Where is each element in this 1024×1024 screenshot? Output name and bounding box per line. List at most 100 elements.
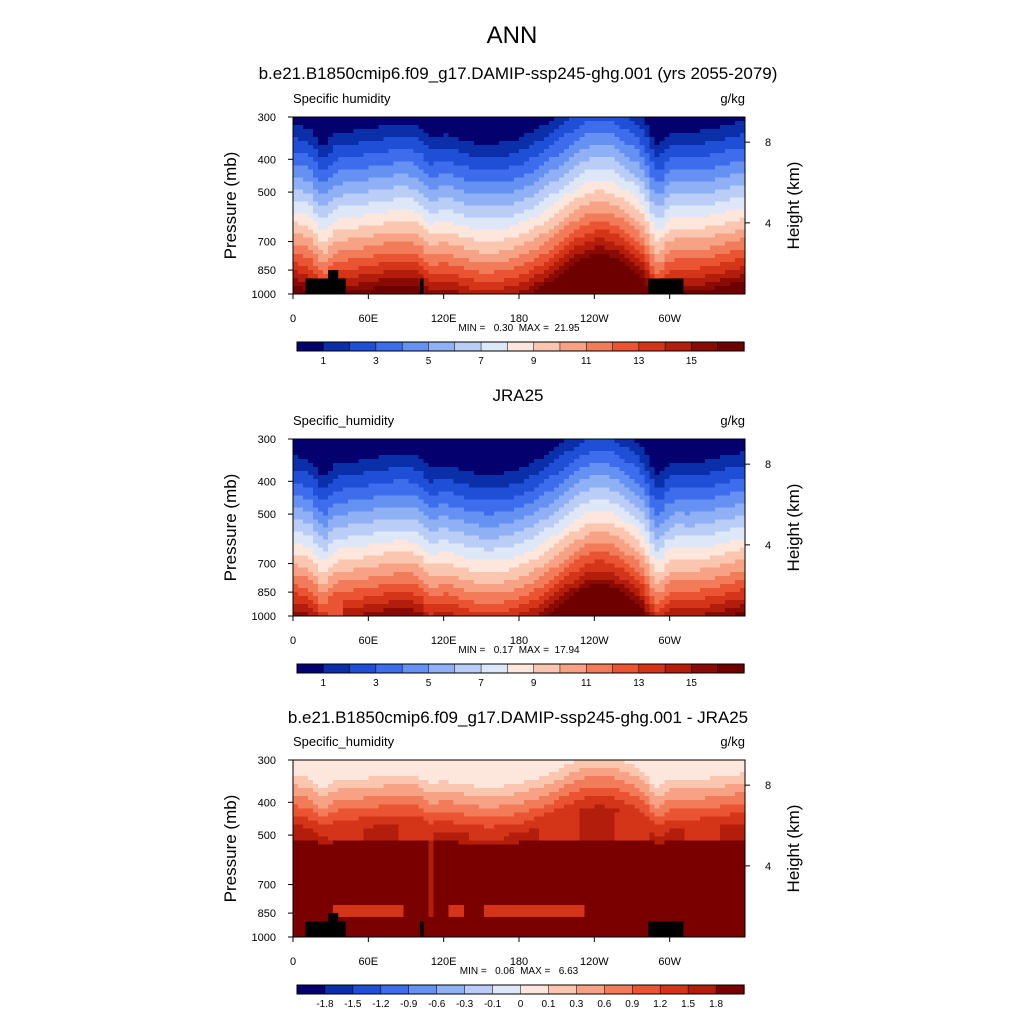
contour-cell <box>473 277 480 283</box>
contour-cell <box>468 165 475 170</box>
contour-cell <box>654 193 661 199</box>
contour-cell <box>614 217 621 223</box>
contour-cell <box>293 261 299 267</box>
contour-cell <box>639 169 646 174</box>
contour-cell <box>604 189 610 195</box>
contour-cell <box>438 185 445 191</box>
contour-cell <box>348 257 354 263</box>
contour-cell <box>709 129 716 134</box>
contour-cell <box>564 265 570 271</box>
contour-cell <box>524 273 530 279</box>
contour-cell <box>383 117 390 122</box>
contour-cell <box>488 153 495 158</box>
contour-cell <box>674 217 681 223</box>
contour-cell <box>428 145 435 150</box>
contour-cell <box>483 145 490 150</box>
contour-cell <box>664 249 671 255</box>
contour-cell <box>428 157 435 162</box>
contour-cell <box>428 217 435 223</box>
contour-cell <box>313 455 319 460</box>
contour-cell <box>614 189 621 195</box>
contour-cell <box>463 277 470 283</box>
contour-cell <box>338 451 344 456</box>
contour-cell <box>433 165 440 170</box>
contour-cell <box>338 273 344 279</box>
contour-cell <box>423 169 430 174</box>
contour-cell <box>323 479 329 484</box>
contour-cell <box>413 265 420 271</box>
contour-cell <box>724 213 731 219</box>
contour-cell <box>468 241 475 247</box>
contour-cell <box>604 241 610 247</box>
contour-cell <box>684 471 691 476</box>
contour-cell <box>413 201 420 207</box>
contour-cell <box>358 157 364 162</box>
contour-cell <box>373 281 379 287</box>
contour-cell <box>619 249 626 255</box>
contour-cell <box>468 463 475 468</box>
contour-cell <box>519 225 525 231</box>
contour-cell <box>493 479 500 484</box>
contour-cell <box>508 185 515 191</box>
contour-cell <box>684 281 691 287</box>
contour-cell <box>564 145 570 150</box>
contour-cell <box>584 269 590 275</box>
contour-cell <box>644 157 651 162</box>
contour-cell <box>719 197 726 203</box>
contour-cell <box>408 225 415 231</box>
contour-cell <box>599 157 605 162</box>
contour-cell <box>714 185 721 191</box>
contour-cell <box>594 289 600 295</box>
contour-cell <box>303 185 309 191</box>
contour-cell <box>358 169 364 174</box>
contour-cell <box>724 455 731 460</box>
contour-cell <box>654 443 661 448</box>
contour-cell <box>433 471 440 476</box>
contour-cell <box>348 121 354 126</box>
contour-cell <box>694 233 701 239</box>
contour-cell <box>599 443 605 448</box>
contour-cell <box>498 125 505 130</box>
contour-cell <box>433 257 440 263</box>
contour-cell <box>388 277 395 283</box>
contour-cell <box>724 459 731 464</box>
colorbar-box <box>454 341 482 352</box>
contour-cell <box>378 193 384 199</box>
contour-cell <box>544 189 550 195</box>
contour-cell <box>604 205 610 211</box>
panel-title: JRA25 <box>492 386 543 405</box>
contour-cell <box>739 261 746 267</box>
contour-cell <box>559 233 565 239</box>
contour-cell <box>393 245 400 251</box>
contour-cell <box>684 257 691 263</box>
contour-cell <box>398 197 405 203</box>
contour-cell <box>609 265 616 271</box>
contour-cell <box>664 439 671 444</box>
contour-cell <box>559 269 565 275</box>
contour-cell <box>599 221 605 227</box>
contour-cell <box>669 253 676 259</box>
contour-cell <box>408 269 415 275</box>
contour-cell <box>534 265 540 271</box>
contour-cell <box>458 201 465 207</box>
contour-cell <box>739 241 746 247</box>
contour-cell <box>584 455 590 460</box>
contour-cell <box>599 201 605 207</box>
contour-cell <box>624 277 631 283</box>
contour-cell <box>493 439 500 444</box>
contour-cell <box>634 129 641 134</box>
contour-cell <box>519 479 525 484</box>
contour-cell <box>328 479 334 484</box>
contour-cell <box>423 153 430 158</box>
contour-cell <box>674 149 681 154</box>
contour-cell <box>594 173 600 178</box>
contour-cell <box>463 209 470 215</box>
contour-cell <box>719 289 726 295</box>
contour-cell <box>333 145 339 150</box>
contour-cell <box>629 241 636 247</box>
contour-cell <box>503 209 510 215</box>
contour-cell <box>463 185 470 191</box>
contour-cell <box>443 233 450 239</box>
contour-cell <box>493 467 500 472</box>
contour-cell <box>323 241 329 247</box>
